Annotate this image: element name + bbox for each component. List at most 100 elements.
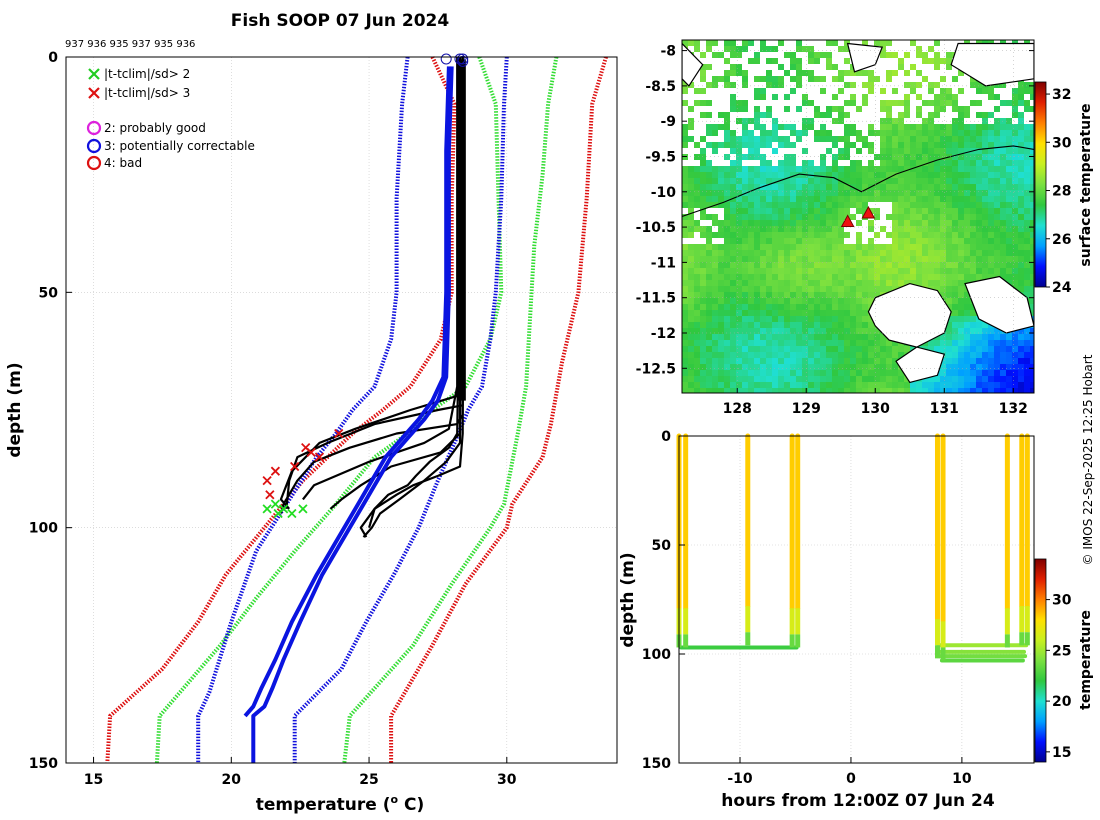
sst-cell bbox=[778, 238, 784, 244]
sst-cell bbox=[718, 370, 724, 376]
sst-cell bbox=[766, 160, 772, 166]
sst-cell bbox=[994, 166, 1000, 172]
sst-cell bbox=[982, 136, 988, 142]
sst-cell bbox=[862, 322, 868, 328]
sst-cell bbox=[778, 334, 784, 340]
sst-cell bbox=[712, 268, 718, 274]
sst-cell bbox=[802, 364, 808, 370]
sst-cell bbox=[1018, 328, 1024, 334]
sst-cell bbox=[892, 214, 898, 220]
sst-cell bbox=[790, 370, 796, 376]
sst-cell bbox=[850, 130, 856, 136]
sst-cell bbox=[1006, 274, 1012, 280]
sst-cell bbox=[718, 286, 724, 292]
sst-cell bbox=[988, 274, 994, 280]
sst-cell bbox=[958, 268, 964, 274]
sst-cell bbox=[844, 112, 850, 118]
sst-cell bbox=[934, 124, 940, 130]
sst-cell bbox=[742, 220, 748, 226]
sst-cell bbox=[898, 136, 904, 142]
sst-cell bbox=[910, 40, 916, 46]
sst-cell bbox=[928, 388, 934, 393]
sst-cell bbox=[1030, 220, 1034, 226]
sst-cell bbox=[814, 130, 820, 136]
sst-cell bbox=[820, 214, 826, 220]
sst-cell bbox=[820, 220, 826, 226]
sst-cell bbox=[988, 172, 994, 178]
sst-cell bbox=[880, 46, 886, 52]
sst-cell bbox=[784, 286, 790, 292]
sst-cell bbox=[694, 256, 700, 262]
sst-cell bbox=[976, 172, 982, 178]
sst-cell bbox=[778, 370, 784, 376]
sst-cell bbox=[1012, 94, 1018, 100]
sst-cell bbox=[760, 358, 766, 364]
sst-cell bbox=[1000, 136, 1006, 142]
sst-cell bbox=[760, 178, 766, 184]
sst-cell bbox=[718, 364, 724, 370]
sst-cell bbox=[952, 322, 958, 328]
sst-cell bbox=[1000, 196, 1006, 202]
sst-cell bbox=[808, 280, 814, 286]
sst-cell bbox=[880, 268, 886, 274]
sst-cell bbox=[862, 100, 868, 106]
sst-cell bbox=[700, 340, 706, 346]
sst-cell bbox=[964, 268, 970, 274]
sst-cell bbox=[910, 238, 916, 244]
sst-cell bbox=[922, 124, 928, 130]
sst-cell bbox=[736, 178, 742, 184]
sst-cell bbox=[742, 196, 748, 202]
sst-cell bbox=[1006, 334, 1012, 340]
sst-cell bbox=[736, 280, 742, 286]
sst-cell bbox=[880, 136, 886, 142]
sst-cell bbox=[730, 100, 736, 106]
sst-cell bbox=[868, 124, 874, 130]
sst-cell bbox=[964, 178, 970, 184]
sst-cell bbox=[832, 190, 838, 196]
sst-cell bbox=[922, 268, 928, 274]
sst-cell bbox=[844, 154, 850, 160]
sst-cell bbox=[856, 232, 862, 238]
sst-cell bbox=[982, 250, 988, 256]
sst-cell bbox=[952, 316, 958, 322]
sst-cell bbox=[922, 214, 928, 220]
sst-cell bbox=[1018, 208, 1024, 214]
sst-cell bbox=[904, 190, 910, 196]
sst-cell bbox=[814, 184, 820, 190]
land-polygon bbox=[950, 42, 1034, 87]
sst-cell bbox=[868, 178, 874, 184]
sst-cell bbox=[766, 376, 772, 382]
sst-cell bbox=[952, 76, 958, 82]
sst-cell bbox=[760, 286, 766, 292]
sst-cell bbox=[844, 178, 850, 184]
sst-cell bbox=[940, 262, 946, 268]
sst-cell bbox=[712, 232, 718, 238]
sst-cell bbox=[724, 124, 730, 130]
sst-cell bbox=[916, 148, 922, 154]
sst-cell bbox=[928, 202, 934, 208]
sst-cell bbox=[712, 52, 718, 58]
sst-cell bbox=[976, 382, 982, 388]
sst-cell bbox=[760, 280, 766, 286]
sst-cell bbox=[754, 220, 760, 226]
sst-cell bbox=[724, 238, 730, 244]
sst-cell bbox=[736, 64, 742, 70]
sst-cell bbox=[778, 268, 784, 274]
sst-cell bbox=[868, 196, 874, 202]
sst-cell bbox=[868, 298, 874, 304]
sst-cell bbox=[796, 76, 802, 82]
sst-cell bbox=[964, 388, 970, 393]
sst-cell bbox=[946, 94, 952, 100]
green-flag-marker bbox=[298, 504, 308, 514]
sst-cell bbox=[934, 262, 940, 268]
sst-cell bbox=[1018, 220, 1024, 226]
sst-cell bbox=[862, 328, 868, 334]
sst-cell bbox=[964, 316, 970, 322]
sst-cell bbox=[784, 94, 790, 100]
sst-cell bbox=[928, 280, 934, 286]
sst-cell bbox=[940, 94, 946, 100]
sst-cell bbox=[808, 298, 814, 304]
sst-cell bbox=[730, 304, 736, 310]
sst-cell bbox=[748, 274, 754, 280]
sst-cell bbox=[790, 184, 796, 190]
